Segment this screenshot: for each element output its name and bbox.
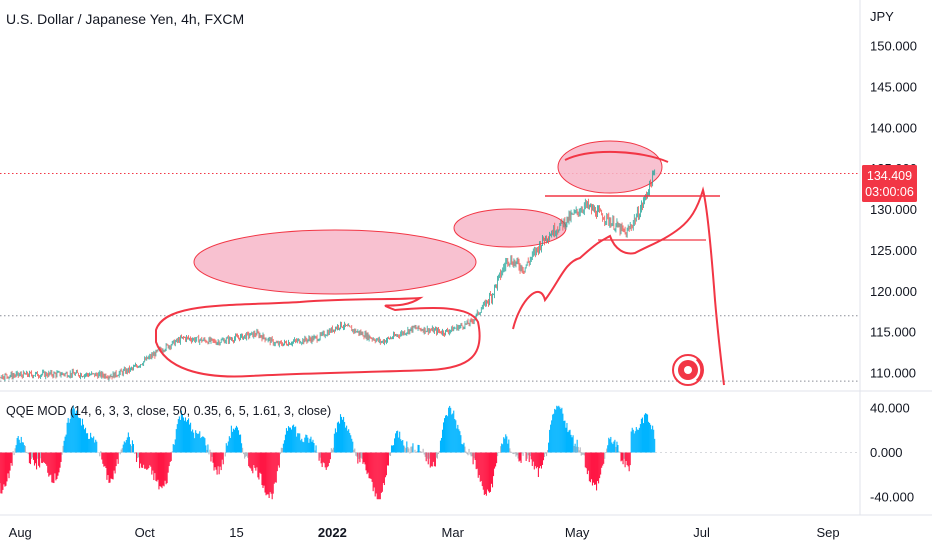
price-axis-unit: JPY [870, 9, 894, 24]
price-tick-label: 150.000 [870, 39, 917, 54]
price-tick-label: 110.000 [870, 366, 916, 381]
price-series [0, 169, 656, 382]
price-tick-label: 125.000 [870, 243, 917, 258]
time-tick-label: Mar [442, 525, 465, 540]
time-tick-label: 2022 [318, 525, 347, 540]
last-price-badge: 134.409 03:00:06 [862, 165, 917, 202]
indicator-tick-label: 0.000 [870, 445, 903, 460]
indicator-axis: 40.000 0.000 -40.000 [870, 401, 914, 505]
price-tick-label: 115.000 [870, 325, 916, 340]
time-tick-label: Oct [135, 525, 156, 540]
annotation-ellipse [193, 229, 477, 295]
indicator-tick-label: -40.000 [870, 490, 914, 505]
drawings-strokes [155, 150, 725, 386]
drawings-fills [193, 140, 663, 295]
qqe-histogram [0, 405, 860, 500]
time-tick-label: 15 [229, 525, 243, 540]
last-price-countdown: 03:00:06 [865, 185, 914, 199]
price-tick-label: 120.000 [870, 284, 917, 299]
annotation-ellipse [557, 140, 663, 194]
time-tick-label: Jul [693, 525, 710, 540]
record-icon[interactable] [672, 354, 704, 386]
chart-title: U.S. Dollar / Japanese Yen, 4h, FXCM [6, 11, 244, 27]
annotation-stroke [564, 150, 669, 163]
price-tick-label: 145.000 [870, 79, 917, 94]
annotation-ellipse [453, 208, 567, 248]
annotation-scribble [155, 296, 481, 378]
time-tick-label: Aug [9, 525, 32, 540]
time-tick-label: May [565, 525, 590, 540]
indicator-label: QQE MOD (14, 6, 3, 3, close, 50, 0.35, 6… [6, 404, 331, 418]
annotation-projection [512, 186, 725, 386]
price-tick-label: 130.000 [870, 202, 917, 217]
indicator-tick-label: 40.000 [870, 401, 910, 416]
price-axis[interactable]: 150.000145.000140.000135.000130.000125.0… [870, 39, 917, 381]
last-price-value: 134.409 [867, 169, 912, 183]
time-axis[interactable]: Aug Oct 15 2022 Mar May Jul Sep [9, 525, 840, 540]
time-tick-label: Sep [817, 525, 840, 540]
price-tick-label: 140.000 [870, 120, 917, 135]
